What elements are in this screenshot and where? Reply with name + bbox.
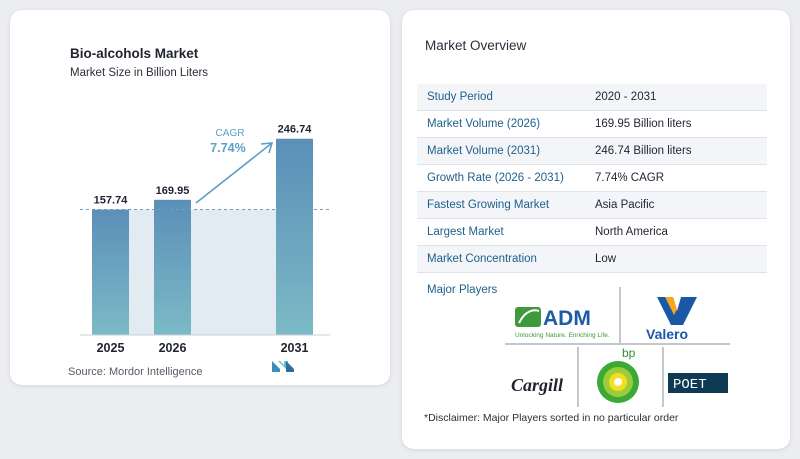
valero-logo: Valero (646, 297, 697, 342)
adm-tagline: Unlocking Nature. Enriching Life. (515, 332, 610, 339)
x-tick-2026: 2026 (159, 341, 187, 355)
bar-chart: 157.74 2025 169.95 2026 246.74 2031 CAGR 7.74% (80, 124, 330, 355)
bar-2025 (92, 209, 129, 335)
row-value: 246.74 Billion liters (595, 145, 692, 157)
overview-title: Market Overview (425, 38, 527, 53)
mordor-intelligence-logo (272, 361, 294, 372)
x-tick-2025: 2025 (97, 341, 125, 355)
overview-row: Largest Market North America (417, 219, 767, 246)
overview-row: Growth Rate (2026 - 2031) 7.74% CAGR (417, 165, 767, 192)
row-label: Growth Rate (2026 - 2031) (427, 172, 564, 184)
row-label: Largest Market (427, 226, 504, 238)
bp-text: bp (622, 346, 636, 360)
row-value: Low (595, 253, 617, 265)
bar-2026 (154, 199, 191, 335)
row-value: 2020 - 2031 (595, 91, 657, 103)
cagr-label: CAGR (216, 128, 245, 139)
chart-subtitle: Market Size in Billion Liters (70, 67, 209, 79)
x-tick-2031: 2031 (281, 341, 309, 355)
overview-row: Study Period 2020 - 2031 (417, 84, 767, 111)
row-value: Asia Pacific (595, 199, 655, 211)
overview-row: Market Volume (2026) 169.95 Billion lite… (417, 111, 767, 138)
overview-row: Fastest Growing Market Asia Pacific (417, 192, 767, 219)
data-label-2031: 246.74 (278, 124, 313, 136)
row-label: Market Concentration (427, 253, 537, 265)
cagr-arrow-head (260, 142, 274, 154)
cagr-value: 7.74% (210, 141, 245, 155)
overview-row: Market Concentration Low (417, 246, 767, 273)
data-label-2026: 169.95 (156, 185, 190, 197)
player-logos: ADM Unlocking Nature. Enriching Life. Va… (505, 287, 730, 407)
cargill-text: Cargill (511, 375, 563, 395)
poet-logo: POET (668, 373, 728, 393)
chart-title: Bio-alcohols Market (70, 46, 199, 61)
disclaimer: *Disclaimer: Major Players sorted in no … (424, 412, 679, 424)
adm-logo: ADM Unlocking Nature. Enriching Life. (515, 307, 610, 339)
row-value: 7.74% CAGR (595, 172, 665, 184)
adm-text: ADM (543, 307, 591, 330)
cargill-logo: Cargill (511, 375, 563, 395)
overview-row: Market Volume (2031) 246.74 Billion lite… (417, 138, 767, 165)
row-label: Study Period (427, 91, 493, 103)
overview-table: Study Period 2020 - 2031 Market Volume (… (417, 84, 767, 273)
source-text: Source: Mordor Intelligence (68, 366, 203, 378)
row-label: Market Volume (2031) (427, 145, 541, 157)
valero-text: Valero (646, 326, 688, 342)
data-label-2025: 157.74 (94, 195, 129, 207)
major-players-label: Major Players (427, 284, 498, 296)
bar-2031 (276, 138, 313, 335)
row-value: 169.95 Billion liters (595, 118, 692, 130)
bp-logo: bp (597, 346, 639, 403)
cagr-arrow-line (195, 142, 273, 204)
row-label: Market Volume (2026) (427, 118, 541, 130)
poet-text: POET (673, 377, 707, 393)
row-label: Fastest Growing Market (427, 199, 550, 211)
row-value: North America (595, 226, 668, 238)
